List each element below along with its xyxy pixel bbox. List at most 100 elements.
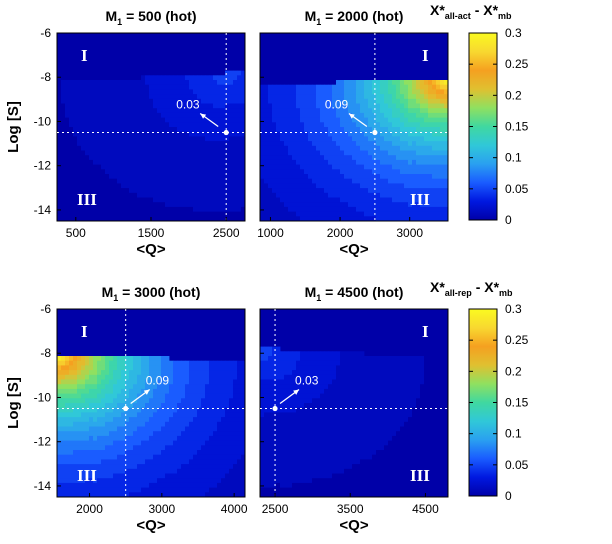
heatmap-cell — [292, 374, 297, 380]
heatmap-cell — [117, 407, 122, 413]
heatmap-cell — [193, 388, 198, 394]
heatmap-cell — [181, 431, 186, 437]
heatmap-cell — [376, 127, 381, 133]
heatmap-cell — [217, 370, 222, 376]
heatmap-cell — [205, 174, 210, 180]
heatmap-cell — [101, 112, 106, 118]
heatmap-cell — [384, 108, 389, 114]
heatmap-cell — [284, 435, 289, 441]
heatmap-cell — [324, 459, 329, 465]
heatmap-cell — [312, 206, 317, 212]
heatmap-cell — [173, 468, 178, 474]
heatmap-cell — [117, 159, 122, 165]
heatmap-cell — [308, 365, 313, 371]
heatmap-cell — [113, 360, 118, 366]
heatmap-cell — [288, 141, 293, 147]
heatmap-cell — [229, 188, 234, 194]
heatmap-cell — [161, 365, 166, 371]
heatmap-cell — [420, 159, 425, 165]
heatmap-cell — [197, 473, 202, 479]
heatmap-cell — [384, 89, 389, 95]
heatmap-cell — [201, 478, 206, 484]
heatmap-cell — [185, 94, 190, 100]
heatmap-cell — [165, 197, 170, 203]
heatmap-cell — [388, 89, 393, 95]
heatmap-cell — [420, 117, 425, 123]
heatmap-cell — [233, 136, 238, 142]
heatmap-cell — [324, 188, 329, 194]
heatmap-cell — [57, 122, 62, 128]
heatmap-cell — [264, 412, 269, 418]
heatmap-cell — [153, 426, 158, 432]
heatmap-cell — [324, 374, 329, 380]
heatmap-cell — [165, 365, 170, 371]
heatmap-cell — [280, 459, 285, 465]
heatmap-cell — [225, 379, 230, 385]
heatmap-cell — [89, 482, 94, 488]
heatmap-cell — [352, 197, 357, 203]
heatmap-cell — [137, 450, 142, 456]
heatmap-cell — [412, 145, 417, 151]
heatmap-cell — [101, 417, 106, 423]
heatmap-cell — [288, 98, 293, 104]
heatmap-cell — [161, 127, 166, 133]
heatmap-cell — [384, 150, 389, 156]
region-label-i: I — [81, 322, 88, 341]
heatmap-cell — [137, 487, 142, 493]
heatmap-cell — [89, 211, 94, 217]
heatmap-cell — [300, 211, 305, 217]
heatmap-cell — [113, 108, 118, 114]
heatmap-cell — [105, 478, 110, 484]
heatmap-cell — [117, 197, 122, 203]
heatmap-cell — [189, 384, 194, 390]
heatmap-cell — [109, 136, 114, 142]
heatmap-cell — [400, 150, 405, 156]
heatmap-cell — [69, 487, 74, 493]
heatmap-cell — [241, 407, 245, 413]
heatmap-cell — [296, 431, 301, 437]
heatmap-cell — [328, 435, 333, 441]
panel-title-subscript: 1 — [113, 293, 118, 303]
heatmap-cell — [420, 84, 425, 90]
heatmap-cell — [137, 370, 142, 376]
heatmap-cell — [264, 459, 269, 465]
heatmap-cell — [109, 164, 114, 170]
heatmap-cell — [241, 70, 245, 76]
heatmap-cell — [416, 202, 421, 208]
heatmap-cell — [129, 365, 134, 371]
heatmap-cell — [173, 365, 178, 371]
heatmap-cell — [181, 98, 186, 104]
heatmap-cell — [372, 94, 377, 100]
heatmap-cell — [352, 155, 357, 161]
heatmap-cell — [272, 356, 277, 362]
heatmap-cell — [105, 379, 110, 385]
heatmap-cell — [320, 473, 325, 479]
heatmap-cell — [280, 435, 285, 441]
heatmap-cell — [352, 202, 357, 208]
heatmap-cell — [440, 89, 445, 95]
heatmap-cell — [444, 122, 448, 128]
heatmap-cell — [133, 459, 138, 465]
heatmap-cell — [260, 398, 265, 404]
heatmap-cell — [165, 492, 170, 497]
heatmap-cell — [260, 445, 265, 451]
heatmap-cell — [105, 211, 110, 217]
heatmap-cell — [276, 98, 281, 104]
heatmap-cell — [73, 164, 78, 170]
heatmap-cell — [69, 89, 74, 95]
heatmap-cell — [93, 431, 98, 437]
heatmap-cell — [217, 112, 222, 118]
heatmap-cell — [233, 84, 238, 90]
heatmap-cell — [117, 492, 122, 497]
heatmap-cell — [125, 482, 130, 488]
heatmap-cell — [129, 206, 134, 212]
heatmap-cell — [396, 136, 401, 142]
heatmap-cell — [304, 117, 309, 123]
heatmap-cell — [113, 159, 118, 165]
heatmap-cell — [320, 122, 325, 128]
heatmap-cell — [436, 206, 441, 212]
heatmap-cell — [69, 473, 74, 479]
heatmap-cell — [141, 155, 146, 161]
heatmap-cell — [360, 80, 365, 86]
heatmap-cell — [89, 454, 94, 460]
